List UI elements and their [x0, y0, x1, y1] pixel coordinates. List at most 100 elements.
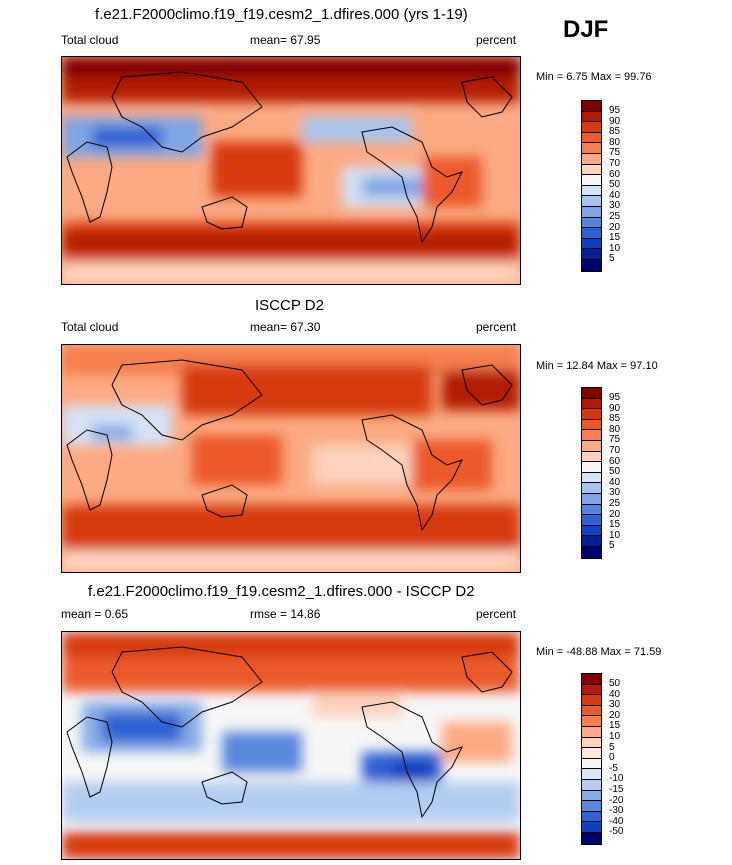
colorbar-swatch — [582, 790, 601, 802]
panel-2-units-label: percent — [476, 320, 517, 334]
colorbar-swatch — [582, 185, 601, 197]
colorbar-swatch — [582, 705, 601, 717]
colorbar-swatch — [582, 451, 601, 463]
colorbar-tick: 30 — [609, 487, 621, 499]
panel-1-title: f.e21.F2000climo.f19_f19.cesm2_1.dfires.… — [95, 6, 468, 23]
panel-3-title: f.e21.F2000climo.f19_f19.cesm2_1.dfires.… — [88, 583, 475, 600]
colorbar-swatch — [582, 388, 601, 399]
panel-2-colorbar — [581, 387, 602, 559]
colorbar-tick: -15 — [609, 784, 624, 795]
colorbar-tick: 50 — [609, 179, 621, 191]
panel-2-variable-label: Total cloud — [61, 320, 119, 334]
colorbar-tick: 90 — [609, 402, 621, 414]
colorbar-swatch — [582, 515, 601, 526]
colorbar-swatch — [582, 822, 601, 833]
colorbar-swatch — [582, 217, 601, 229]
panel-2-map — [61, 344, 521, 573]
colorbar-swatch — [582, 122, 601, 133]
colorbar-tick: -5 — [609, 762, 618, 774]
panel-1-variable-label: Total cloud — [61, 33, 119, 47]
colorbar-swatch — [582, 832, 601, 844]
colorbar-swatch — [582, 493, 601, 505]
colorbar-swatch — [582, 779, 601, 791]
colorbar-swatch — [582, 206, 601, 218]
colorbar-swatch — [582, 249, 601, 260]
colorbar-tick: 85 — [609, 413, 621, 425]
colorbar-swatch — [582, 164, 601, 176]
colorbar-swatch — [582, 440, 601, 452]
colorbar-tick: 15 — [609, 232, 621, 244]
panel-3-units-label: percent — [476, 607, 517, 621]
colorbar-tick: 40 — [609, 476, 621, 488]
panel-3-rmse-label: rmse = 14.86 — [250, 607, 321, 621]
colorbar-swatch — [582, 259, 601, 271]
colorbar-tick: 85 — [609, 126, 621, 138]
colorbar-swatch — [582, 111, 601, 123]
colorbar-tick: 80 — [609, 136, 621, 148]
colorbar-swatch — [582, 238, 601, 250]
colorbar-swatch — [582, 175, 601, 186]
colorbar-swatch — [582, 684, 601, 696]
panel-1-mean-label: mean= 67.95 — [250, 33, 321, 47]
colorbar-tick: 25 — [609, 498, 621, 509]
colorbar-tick: 15 — [609, 519, 621, 531]
colorbar-tick: 10 — [609, 242, 621, 254]
colorbar-swatch — [582, 695, 601, 706]
colorbar-tick: 15 — [609, 720, 621, 732]
colorbar-tick: 60 — [609, 455, 621, 467]
colorbar-tick: 70 — [609, 158, 621, 169]
colorbar-tick: -40 — [609, 815, 624, 827]
colorbar-swatch — [582, 472, 601, 484]
colorbar-tick: 50 — [609, 466, 621, 478]
colorbar-tick: 95 — [609, 105, 621, 116]
colorbar-tick: 90 — [609, 115, 621, 127]
colorbar-swatch — [582, 716, 601, 727]
colorbar-tick: 10 — [609, 731, 621, 742]
colorbar-swatch — [582, 525, 601, 537]
panel-2-title: ISCCP D2 — [255, 297, 324, 314]
colorbar-swatch — [582, 153, 601, 165]
panel-1-units-label: percent — [476, 33, 517, 47]
colorbar-tick: 20 — [609, 709, 621, 721]
colorbar-swatch — [582, 143, 601, 154]
colorbar-tick: -30 — [609, 805, 624, 817]
panel-3-min-max: Min = -48.88 Max = 71.59 — [536, 646, 662, 658]
colorbar-tick: 5 — [609, 253, 615, 265]
colorbar-tick: 75 — [609, 434, 621, 446]
colorbar-tick: 0 — [609, 752, 615, 764]
colorbar-swatch — [582, 758, 601, 770]
colorbar-swatch — [582, 132, 601, 144]
panel-2-min-max: Min = 12.84 Max = 97.10 — [536, 360, 658, 372]
colorbar-tick: 95 — [609, 392, 621, 403]
colorbar-swatch — [582, 398, 601, 410]
colorbar-swatch — [582, 430, 601, 441]
colorbar-swatch — [582, 726, 601, 738]
panel-1-colorbar — [581, 100, 602, 272]
colorbar-tick: 20 — [609, 221, 621, 233]
panel-3-colorbar — [581, 673, 602, 845]
panel-1-min-max: Min = 6.75 Max = 99.76 — [536, 71, 652, 83]
colorbar-tick: 10 — [609, 529, 621, 541]
colorbar-tick: 25 — [609, 211, 621, 222]
colorbar-tick: 70 — [609, 445, 621, 456]
colorbar-tick: -10 — [609, 773, 624, 785]
colorbar-tick: -20 — [609, 794, 624, 806]
colorbar-tick: 30 — [609, 200, 621, 212]
colorbar-tick: 5 — [609, 741, 615, 753]
colorbar-swatch — [582, 462, 601, 473]
colorbar-tick: 40 — [609, 189, 621, 201]
colorbar-tick: -50 — [609, 826, 624, 838]
panel-1-map — [61, 56, 521, 285]
colorbar-swatch — [582, 737, 601, 749]
colorbar-swatch — [582, 674, 601, 685]
colorbar-tick: 30 — [609, 699, 621, 711]
colorbar-swatch — [582, 769, 601, 780]
colorbar-tick: 20 — [609, 508, 621, 520]
colorbar-tick: 40 — [609, 688, 621, 700]
colorbar-swatch — [582, 801, 601, 812]
colorbar-tick: 80 — [609, 423, 621, 435]
colorbar-swatch — [582, 748, 601, 759]
panel-3-map — [61, 631, 521, 860]
colorbar-tick: 75 — [609, 147, 621, 159]
colorbar-swatch — [582, 419, 601, 431]
